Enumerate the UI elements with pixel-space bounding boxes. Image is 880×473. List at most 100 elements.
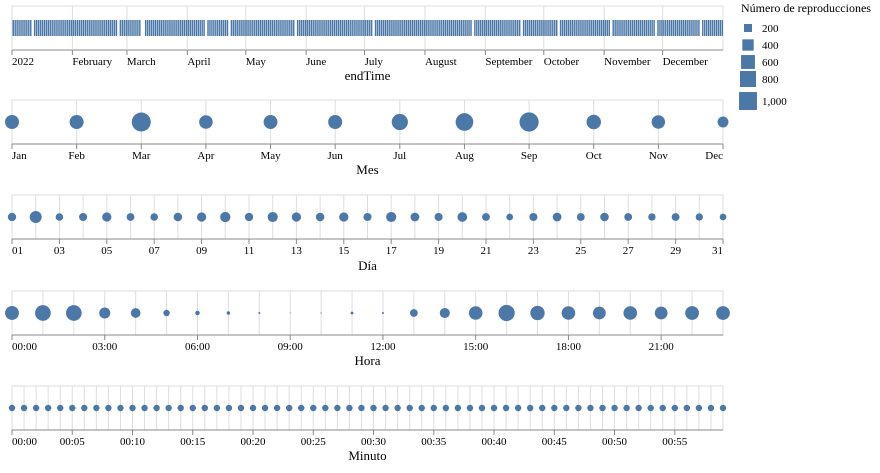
day-mark-2022-09-28 [538, 20, 540, 36]
legend-swatch-4 [739, 92, 757, 110]
day-mark-2022-09-09 [501, 20, 503, 36]
day-mark-2022-01-31 [70, 20, 73, 36]
x-tick-label: 29 [670, 245, 682, 257]
day-mark-2022-01-07 [24, 20, 26, 36]
day-mark-2022-05-21 [285, 20, 287, 36]
point-hora-13 [409, 309, 418, 317]
day-mark-2022-09-10 [503, 20, 505, 36]
day-mark-2022-07-28 [417, 20, 420, 36]
x-axis-title: Hora [355, 353, 381, 368]
day-mark-2022-09-27 [536, 20, 538, 36]
day-mark-2022-03-13 [150, 20, 153, 36]
day-mark-2022-01-30 [68, 20, 71, 36]
day-mark-2022-05-08 [259, 20, 262, 36]
day-mark-2022-03-20 [164, 20, 166, 36]
day-mark-2022-01-22 [53, 20, 55, 36]
point-hora-1 [35, 305, 51, 321]
legend-label: 800 [762, 74, 779, 86]
day-mark-2022-07-22 [405, 20, 408, 36]
x-tick-label: April [187, 56, 210, 68]
day-mark-2022-02-05 [80, 20, 83, 36]
day-mark-2022-06-25 [353, 20, 355, 36]
day-mark-2022-07-15 [392, 20, 394, 36]
day-mark-2022-01-13 [35, 20, 38, 36]
day-mark-2022-03-14 [152, 20, 155, 36]
day-mark-2022-06-03 [310, 20, 312, 36]
day-mark-2022-08-02 [427, 20, 429, 36]
day-mark-2022-01-27 [63, 20, 65, 36]
point-minuto-57 [695, 404, 703, 412]
legend-swatch-1 [742, 39, 754, 51]
day-mark-2022-08-14 [450, 20, 453, 36]
day-mark-2022-10-22 [585, 20, 587, 36]
day-mark-2022-02-10 [90, 20, 92, 36]
day-mark-2022-03-26 [176, 20, 178, 36]
day-mark-2022-03-25 [174, 20, 176, 36]
day-mark-2022-09-07 [497, 20, 499, 36]
day-mark-2022-05-30 [302, 20, 305, 36]
day-mark-2022-01-16 [41, 20, 44, 36]
day-mark-2022-10-03 [548, 20, 550, 36]
day-mark-2022-08-28 [478, 20, 480, 36]
day-mark-2022-12-13 [686, 20, 688, 36]
point-minuto-35 [430, 404, 437, 412]
day-mark-2022-02-04 [78, 20, 81, 36]
day-mark-2022-11-28 [657, 20, 659, 36]
day-mark-2022-03-04 [133, 20, 135, 36]
day-mark-2022-01-05 [20, 20, 22, 36]
day-mark-2022-08-31 [483, 20, 486, 36]
point-dia-11 [267, 211, 278, 223]
day-mark-2022-05-19 [281, 20, 283, 36]
point-dia-26 [624, 213, 633, 221]
x-axis-title: Minuto [348, 448, 386, 463]
day-mark-2022-12-27 [713, 20, 716, 36]
day-mark-2022-08-09 [441, 20, 443, 36]
point-hora-15 [468, 306, 483, 320]
day-mark-2022-03-27 [178, 20, 180, 36]
day-mark-2022-12-17 [694, 20, 696, 36]
point-minuto-47 [575, 404, 582, 412]
day-mark-2022-09-06 [495, 20, 498, 36]
legend-label: 1,000 [762, 96, 787, 108]
point-minuto-39 [478, 404, 486, 412]
day-mark-2022-05-07 [257, 20, 260, 36]
day-mark-2022-01-04 [18, 20, 20, 36]
point-dia-6 [150, 213, 158, 221]
day-mark-2022-02-19 [107, 20, 110, 36]
point-minuto-49 [599, 404, 606, 412]
day-mark-2022-07-16 [394, 20, 396, 36]
point-mes-2 [131, 112, 151, 132]
day-mark-2022-02-06 [82, 20, 85, 36]
day-mark-2022-04-07 [199, 20, 201, 36]
point-dia-28 [671, 213, 680, 221]
point-mes-0 [4, 114, 20, 130]
x-tick-label: Sep [521, 150, 538, 162]
x-tick-label: 15 [338, 245, 350, 257]
day-mark-2022-03-01 [127, 20, 129, 36]
point-minuto-37 [454, 404, 462, 412]
legend-title: Número de reproducciones [741, 1, 871, 15]
day-mark-2022-03-10 [144, 20, 147, 36]
day-mark-2022-08-01 [425, 20, 427, 36]
day-mark-2022-05-22 [287, 20, 289, 36]
x-tick-label: Mar [132, 150, 151, 162]
day-mark-2022-12-14 [688, 20, 690, 36]
point-minuto-6 [81, 404, 88, 412]
day-mark-2022-11-13 [628, 20, 630, 36]
day-mark-2022-07-11 [384, 20, 387, 36]
day-mark-2022-06-23 [349, 20, 351, 36]
day-mark-2022-09-15 [513, 20, 515, 36]
day-mark-2022-01-20 [49, 20, 51, 36]
day-mark-2022-09-20 [522, 20, 525, 36]
day-mark-2022-09-04 [491, 20, 494, 36]
day-mark-2022-09-03 [489, 20, 492, 36]
x-tick-label: Dec [705, 150, 723, 162]
x-tick-label: Jun [328, 150, 344, 162]
point-minuto-30 [370, 404, 377, 412]
day-mark-2022-04-08 [201, 20, 203, 36]
day-mark-2022-01-23 [55, 20, 57, 36]
day-mark-2022-08-26 [474, 20, 476, 36]
day-mark-2022-08-29 [480, 20, 482, 36]
day-mark-2022-04-11 [207, 20, 209, 36]
day-mark-2022-08-20 [462, 20, 464, 36]
